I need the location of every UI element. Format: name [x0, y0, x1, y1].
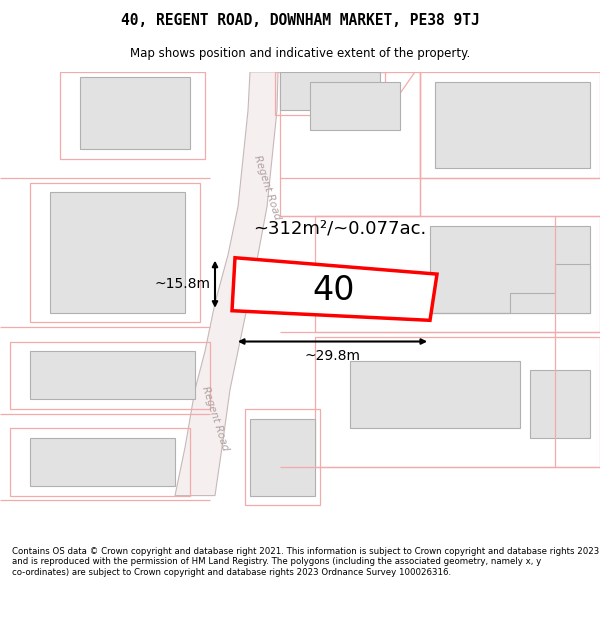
Polygon shape [430, 226, 590, 312]
Polygon shape [250, 419, 315, 496]
Text: ~312m²/~0.077ac.: ~312m²/~0.077ac. [253, 219, 427, 238]
Polygon shape [50, 192, 185, 312]
Text: 40: 40 [312, 274, 355, 308]
Text: ~15.8m: ~15.8m [155, 278, 211, 291]
Polygon shape [350, 361, 520, 428]
Polygon shape [430, 264, 590, 312]
Text: Contains OS data © Crown copyright and database right 2021. This information is : Contains OS data © Crown copyright and d… [12, 547, 599, 577]
Polygon shape [530, 371, 590, 438]
Text: Map shows position and indicative extent of the property.: Map shows position and indicative extent… [130, 48, 470, 61]
Polygon shape [435, 81, 590, 168]
Polygon shape [175, 72, 278, 496]
Polygon shape [30, 351, 195, 399]
Polygon shape [30, 438, 175, 486]
Polygon shape [80, 77, 190, 149]
Polygon shape [232, 258, 437, 321]
Text: Regent Road: Regent Road [252, 154, 282, 221]
Polygon shape [310, 81, 400, 129]
Text: 40, REGENT ROAD, DOWNHAM MARKET, PE38 9TJ: 40, REGENT ROAD, DOWNHAM MARKET, PE38 9T… [121, 12, 479, 28]
Text: ~29.8m: ~29.8m [305, 349, 361, 363]
Text: Regent Road: Regent Road [200, 385, 230, 452]
Polygon shape [280, 72, 380, 111]
